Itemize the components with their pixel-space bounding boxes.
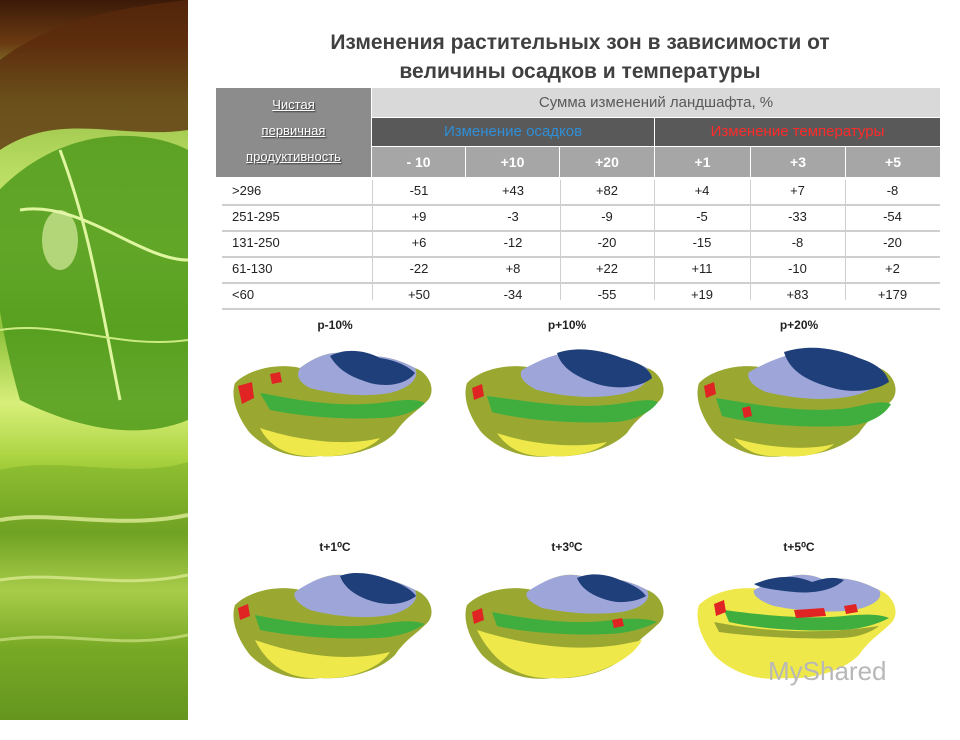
- subheader-t-plus-1: +1: [655, 147, 750, 177]
- table-row: >296 -51 +43 +82 +4 +7 -8: [222, 180, 940, 206]
- table-cell: -20: [597, 235, 617, 250]
- subheader-p-minus-10: - 10: [372, 147, 465, 177]
- map-label: t+3⁰C: [551, 540, 583, 554]
- table-row: 61-130 -22 +8 +22 +11 -10 +2: [222, 258, 940, 284]
- vegetation-map: [697, 574, 896, 679]
- watermark-logo: MyShared: [768, 656, 887, 686]
- table-cell: +82: [595, 183, 619, 198]
- map-p-plus-20: p+20%: [694, 318, 904, 518]
- table-cell: -8: [886, 183, 899, 198]
- table-cell: -54: [883, 209, 902, 224]
- table-cell: +83: [786, 287, 809, 302]
- map-t-plus-3: t+3⁰C: [462, 540, 672, 740]
- subheader-t-plus-5: +5: [846, 147, 940, 177]
- table-cell: +11: [691, 261, 713, 276]
- map-label: p-10%: [317, 318, 353, 332]
- vegetation-map: [233, 573, 432, 679]
- table-cell: -34: [503, 287, 523, 302]
- table-cell: -5: [696, 209, 708, 224]
- table-cell: +43: [501, 183, 525, 198]
- row-label: >296: [232, 183, 262, 198]
- decorative-leaf-panel: [0, 0, 188, 720]
- row-label: 131-250: [232, 235, 280, 250]
- subheader-p-plus-20: +20: [560, 147, 654, 177]
- table-cell: -10: [788, 261, 807, 276]
- table-cell: -9: [601, 209, 613, 224]
- title-line-1: Изменения растительных зон в зависимости…: [330, 31, 830, 54]
- table-cell: +22: [595, 261, 619, 276]
- vegetation-map: [465, 574, 664, 679]
- row-label: <60: [232, 287, 255, 302]
- map-p-minus-10: p-10%: [230, 318, 440, 518]
- table-cell: -15: [692, 235, 712, 250]
- table-cell: +2: [885, 261, 900, 276]
- table-cell: +7: [790, 183, 805, 198]
- header-temperature: Изменение температуры: [655, 118, 940, 146]
- table-row: 251-295 +9 -3 -9 -5 -33 -54: [222, 206, 940, 232]
- table-cell: +6: [411, 235, 427, 250]
- corner-line-2: первичная: [261, 123, 326, 138]
- table-cell: -3: [507, 209, 519, 224]
- table-cell: +19: [690, 287, 714, 302]
- leaf-illustration: [0, 0, 188, 720]
- table-cell: +179: [877, 287, 908, 302]
- map-p-plus-10: p+10%: [462, 318, 672, 518]
- subheader-t-plus-3: +3: [751, 147, 845, 177]
- vegetation-map: [233, 350, 432, 457]
- subheader-p-plus-10: +10: [466, 147, 559, 177]
- table-row: <60 +50 -34 -55 +19 +83 +179: [222, 284, 940, 310]
- page-title: Изменения растительных зон в зависимости…: [240, 28, 920, 86]
- header-sum-changes: Сумма изменений ландшафта, %: [372, 88, 940, 117]
- table-cell: -8: [791, 235, 804, 250]
- map-label: t+1⁰C: [319, 540, 351, 554]
- table-cell: +8: [505, 261, 521, 276]
- table-row: 131-250 +6 -12 -20 -15 -8 -20: [222, 232, 940, 258]
- vegetation-map: [465, 349, 664, 457]
- corner-line-1: Чистая: [272, 97, 315, 112]
- map-label: p+20%: [779, 318, 819, 332]
- table-cell: -22: [409, 261, 429, 276]
- map-label: p+10%: [547, 318, 587, 332]
- table-cell: +50: [407, 287, 431, 302]
- table-cell: -51: [409, 183, 429, 198]
- header-productivity: Чистая первичная продуктивность: [216, 88, 371, 177]
- table-cell: -33: [788, 209, 807, 224]
- table-cell: -55: [597, 287, 617, 302]
- corner-line-3: продуктивность: [246, 149, 341, 164]
- table-header: Чистая первичная продуктивность Сумма из…: [216, 88, 940, 177]
- data-table: >296 -51 +43 +82 +4 +7 -8 251-295 +9 -3 …: [222, 180, 940, 310]
- header-precipitation: Изменение осадков: [372, 118, 654, 146]
- map-t-plus-1: t+1⁰C: [230, 540, 440, 740]
- table-cell: -12: [503, 235, 523, 250]
- vegetation-map: [697, 347, 896, 457]
- map-t-plus-5: t+5⁰C: [694, 540, 904, 740]
- map-label: t+5⁰C: [783, 540, 815, 554]
- row-label: 251-295: [232, 209, 280, 224]
- table-cell: +4: [694, 183, 710, 198]
- title-line-2: величины осадков и температуры: [399, 60, 761, 83]
- table-cell: -20: [883, 235, 902, 250]
- table-cell: +9: [411, 209, 427, 224]
- row-label: 61-130: [232, 261, 273, 276]
